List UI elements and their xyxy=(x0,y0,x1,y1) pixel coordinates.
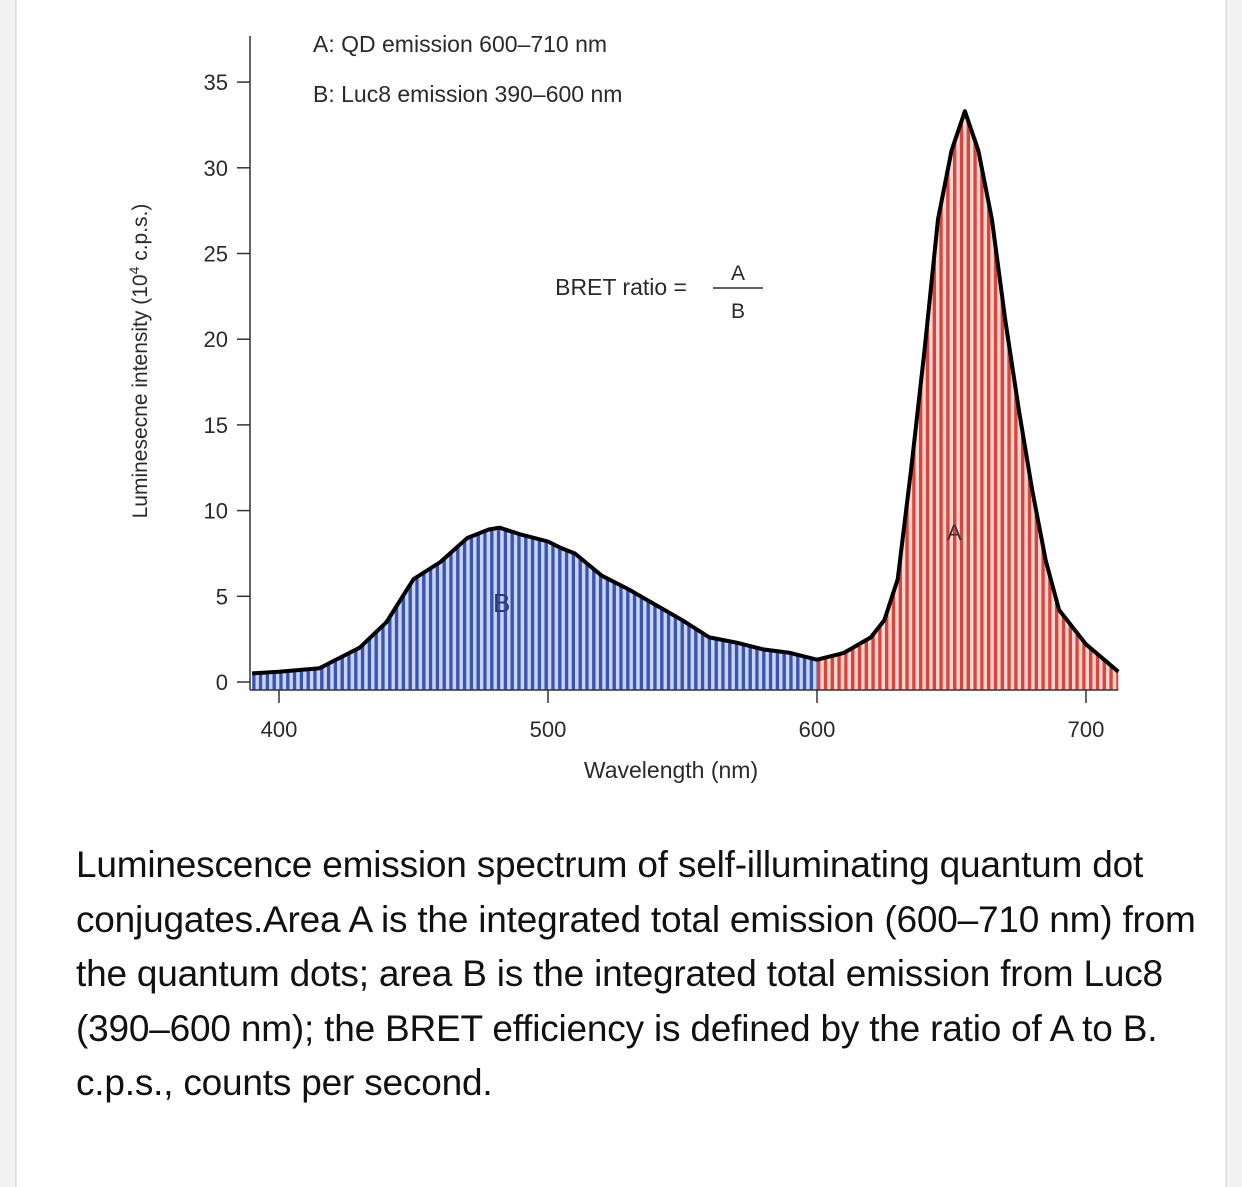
x-axis-label: Wavelength (nm) xyxy=(584,757,758,783)
y-tick-label: 35 xyxy=(204,70,228,95)
y-axis-label-tail: c.p.s.) xyxy=(129,204,152,267)
stripe-a xyxy=(993,0,998,690)
stripe-a xyxy=(970,0,974,690)
stripe-a xyxy=(963,0,967,690)
stripe-a xyxy=(983,0,988,690)
stripe-a xyxy=(953,0,957,690)
bret-ratio-numerator: A xyxy=(731,262,745,285)
region-b-label: B xyxy=(493,588,510,618)
legend-b: B: Luc8 emission 390–600 nm xyxy=(313,81,622,107)
figure-caption: Luminescence emission spectrum of self-i… xyxy=(76,844,1196,1103)
stripe-a xyxy=(949,0,954,690)
stripe-a xyxy=(976,0,981,690)
x-tick-label: 700 xyxy=(1068,717,1105,742)
stripe-a xyxy=(936,0,940,690)
bret-ratio-denominator: B xyxy=(731,300,745,323)
stripe-a xyxy=(939,0,943,690)
y-axis-label-sup: 4 xyxy=(126,266,142,274)
bret-ratio-label: BRET ratio = xyxy=(555,274,687,300)
x-ticks: 400 500 600 700 xyxy=(261,690,1105,742)
stripe-a xyxy=(973,0,977,690)
stripe-a xyxy=(932,0,937,690)
y-axis-label: Luminesecne intensity (104 c.p.s.) xyxy=(126,204,152,519)
y-tick-label: 10 xyxy=(204,499,228,524)
area-mask xyxy=(250,0,1121,674)
stripe-a xyxy=(997,0,1001,690)
stripe-a xyxy=(980,0,984,690)
spectrum-line xyxy=(251,109,1120,676)
y-tick-label: 5 xyxy=(216,584,228,609)
y-tick-label: 30 xyxy=(204,156,228,181)
y-ticks: 0 5 10 15 20 25 30 35 xyxy=(204,70,250,695)
y-tick-label: 0 xyxy=(216,670,228,695)
y-tick-label: 20 xyxy=(204,327,228,352)
stripe-a xyxy=(966,0,971,690)
legend-a: A: QD emission 600–710 nm xyxy=(313,31,607,57)
stripe-a xyxy=(925,0,930,690)
figure-page: 0 5 10 15 20 25 30 35 400 500 600 700 A: QD emissi… xyxy=(15,0,1227,1187)
stripe-a xyxy=(1004,0,1008,690)
y-tick-label: 15 xyxy=(204,413,228,438)
stripe-a xyxy=(942,0,947,690)
stripe-a xyxy=(959,0,964,690)
stripe-a xyxy=(1000,0,1005,690)
x-tick-label: 400 xyxy=(261,717,298,742)
stripe-a xyxy=(956,0,960,690)
stripe-a xyxy=(990,0,994,690)
region-a-label: A xyxy=(947,520,962,545)
y-axis-label-main: Luminesecne intensity (10 xyxy=(129,274,152,518)
x-tick-label: 500 xyxy=(530,717,567,742)
stripe-a xyxy=(946,0,950,690)
y-tick-label: 25 xyxy=(204,242,228,267)
stripe-a xyxy=(929,0,933,690)
emission-spectrum-chart: 0 5 10 15 20 25 30 35 400 500 600 700 A: QD emissi… xyxy=(126,0,1121,783)
stripe-a xyxy=(987,0,991,690)
x-tick-label: 600 xyxy=(799,717,836,742)
